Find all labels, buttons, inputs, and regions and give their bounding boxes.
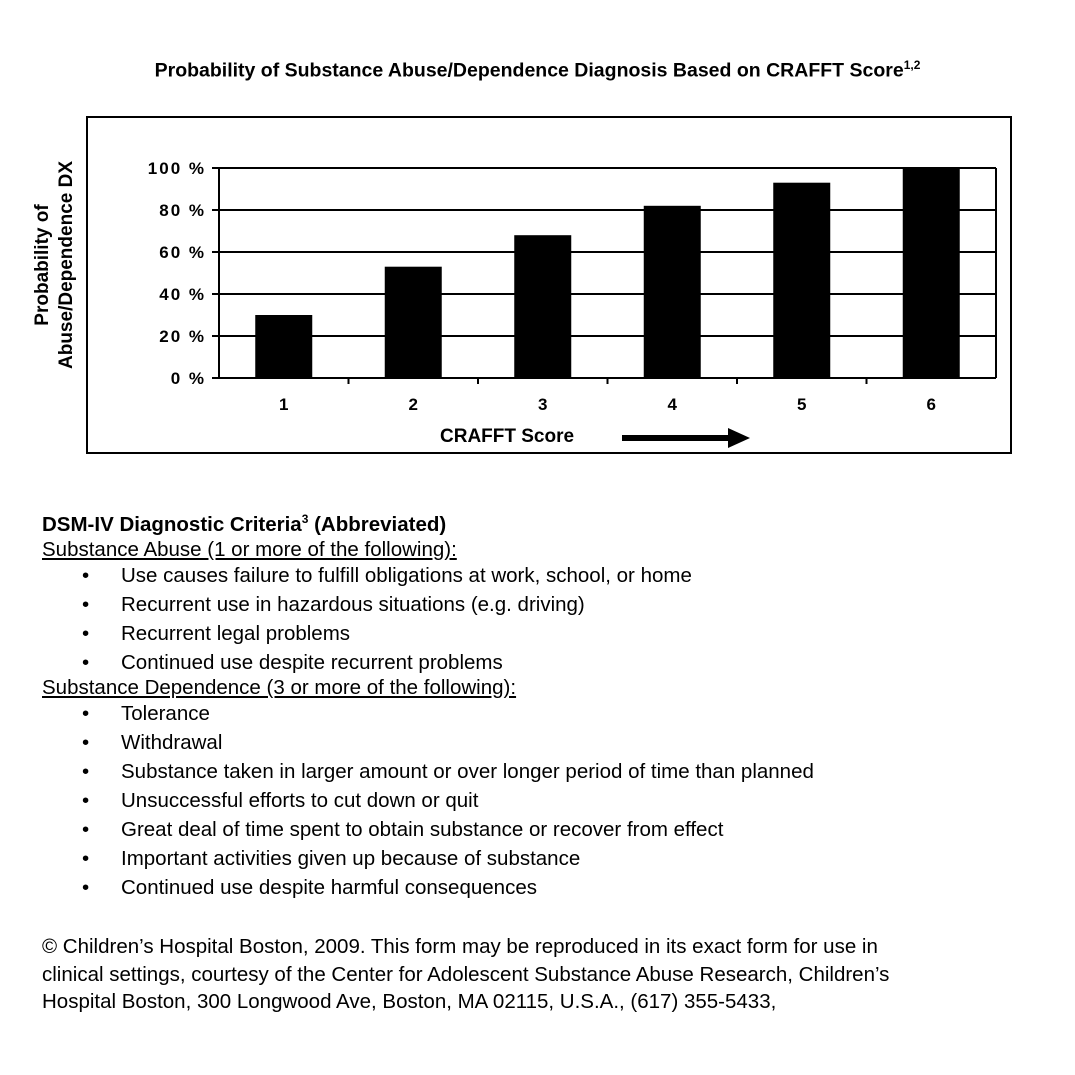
footer-line-1: © Children’s Hospital Boston, 2009. This… (42, 935, 878, 958)
bar-chart: 0 % 20 % 40 % 60 % 80 % 100 % 1 2 3 4 5 6 (148, 159, 997, 414)
abuse-criteria-list: Use causes failure to fulfill obligation… (42, 561, 1052, 677)
x-tick-label: 6 (927, 395, 936, 414)
criteria-heading-superscript: 3 (301, 512, 309, 526)
copyright-footer: © Children’s Hospital Boston, 2009. This… (42, 933, 1052, 1016)
y-tick-label: 20 % (159, 327, 206, 346)
bar (255, 315, 313, 378)
x-tick-label: 4 (668, 395, 678, 414)
x-tick-label: 5 (797, 395, 806, 414)
bar (773, 182, 831, 378)
dependence-criterion-item: Important activities given up because of… (42, 844, 1052, 873)
y-tick-label: 40 % (159, 285, 206, 304)
abuse-criterion-item: Recurrent use in hazardous situations (e… (42, 590, 1052, 619)
abuse-criterion-item: Use causes failure to fulfill obligation… (42, 561, 1052, 590)
y-tick-label: 80 % (159, 201, 206, 220)
dependence-criterion-item: Continued use despite harmful consequenc… (42, 873, 1052, 902)
footer-line-3: Hospital Boston, 300 Longwood Ave, Bosto… (42, 990, 777, 1013)
chart-title: Probability of Substance Abuse/Dependenc… (154, 58, 921, 82)
abuse-criterion-item: Continued use despite recurrent problems (42, 648, 1052, 677)
bar (902, 168, 960, 378)
x-tick-label: 2 (409, 395, 418, 414)
abuse-section-title: Substance Abuse (1 or more of the follow… (42, 537, 457, 561)
dependence-criterion-item: Unsuccessful efforts to cut down or quit (42, 786, 1052, 815)
dependence-criterion-item: Substance taken in larger amount or over… (42, 757, 1052, 786)
title-superscript: 1,2 (903, 58, 921, 72)
x-tick-label: 1 (279, 395, 288, 414)
y-tick-label: 60 % (159, 243, 206, 262)
dependence-section-title: Substance Dependence (3 or more of the f… (42, 675, 517, 699)
dependence-criterion-item: Great deal of time spent to obtain subst… (42, 815, 1052, 844)
dependence-criterion-item: Withdrawal (42, 728, 1052, 757)
footer-line-2: clinical settings, courtesy of the Cente… (42, 962, 890, 986)
bar (643, 205, 701, 378)
y-tick-label: 100 % (148, 159, 206, 178)
dependence-criterion-item: Tolerance (42, 699, 1052, 728)
diagnostic-criteria: DSM-IV Diagnostic Criteria3 (Abbreviated… (42, 505, 1052, 902)
x-tick-label: 3 (538, 395, 547, 414)
chart-frame (86, 116, 1012, 454)
right-arrow-icon (622, 428, 750, 448)
x-axis-title: CRAFFT Score (440, 426, 575, 447)
bar (514, 235, 572, 378)
y-tick-label: 0 % (171, 369, 206, 388)
bar (384, 266, 442, 378)
criteria-heading: DSM-IV Diagnostic Criteria3 (Abbreviated… (42, 512, 447, 536)
abuse-criterion-item: Recurrent legal problems (42, 619, 1052, 648)
dependence-criteria-list: ToleranceWithdrawalSubstance taken in la… (42, 699, 1052, 902)
